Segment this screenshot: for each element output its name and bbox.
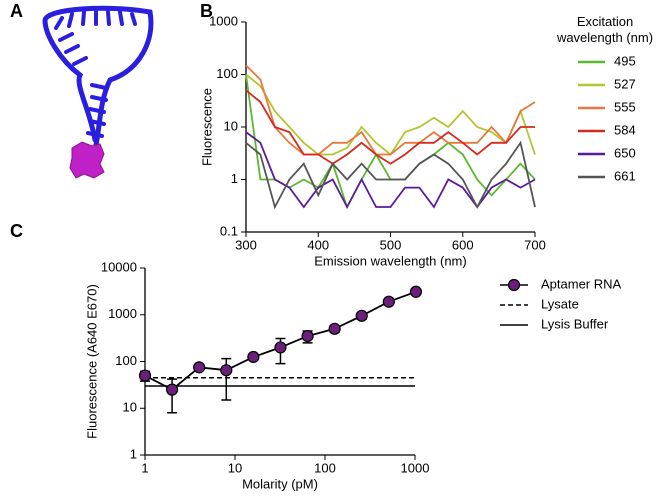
x-tick-label: 400	[307, 237, 329, 252]
x-tick-label: 1	[141, 460, 148, 475]
series-line	[245, 89, 535, 165]
panel-label: B	[200, 1, 213, 21]
legend-label: Aptamer RNA	[541, 276, 622, 291]
data-point	[165, 383, 179, 396]
legend-label: 650	[614, 145, 636, 160]
legend-title: Excitation wavelength (nm)	[556, 14, 654, 45]
y-axis-label: Fluorescence (A640 E670)	[84, 284, 99, 439]
legend-label: 584	[614, 122, 636, 137]
x-tick-label: 100	[314, 460, 336, 475]
legend-title-box: Excitation wavelength (nm)	[556, 14, 654, 45]
data-point	[355, 309, 368, 322]
rna-backbone	[42, 5, 154, 148]
legend-label: Lysate	[541, 296, 579, 311]
y-tick-label: 10	[123, 400, 137, 415]
base-pairs	[54, 10, 137, 138]
y-tick-label: 0.1	[220, 223, 238, 238]
data-point	[220, 364, 233, 377]
x-tick-label: 300	[235, 237, 257, 252]
x-tick-label: 10	[228, 460, 242, 475]
series-line	[245, 140, 536, 210]
legend-marker	[507, 278, 521, 292]
data-point	[138, 369, 152, 382]
data-point	[328, 322, 341, 335]
y-tick-label: 100	[115, 353, 137, 368]
data-point	[247, 350, 260, 364]
panel-label: A	[10, 1, 23, 21]
y-tick-label: 1	[130, 446, 137, 461]
legend-label: 495	[614, 53, 636, 68]
x-axis-label: Molarity (pM)	[242, 476, 318, 491]
legend-label: 555	[614, 99, 636, 114]
data-point	[193, 361, 206, 374]
aptamer-diagram	[42, 5, 154, 148]
data-point	[382, 295, 395, 308]
fluorophore	[69, 141, 105, 179]
x-tick-label: 600	[452, 237, 474, 252]
y-tick-label: 10	[224, 118, 238, 133]
panel-label: C	[10, 221, 23, 241]
y-axis-label: Fluorescence	[199, 88, 214, 166]
y-tick-label: 10000	[101, 259, 137, 274]
legend-label: Lysis Buffer	[541, 316, 609, 331]
y-tick-label: 1000	[108, 306, 137, 321]
legend-label: 527	[614, 76, 636, 91]
series-line	[245, 131, 536, 209]
x-axis-label: Emission wavelength (nm)	[314, 253, 466, 268]
x-tick-label: 1000	[401, 460, 430, 475]
y-tick-label: 1	[231, 171, 238, 186]
data-point	[409, 285, 423, 298]
y-tick-label: 100	[216, 66, 238, 81]
x-tick-label: 700	[524, 237, 546, 252]
data-point	[274, 341, 287, 354]
x-tick-label: 500	[380, 237, 402, 252]
data-point	[301, 329, 314, 343]
series-line	[245, 64, 536, 156]
legend-label: 661	[614, 168, 636, 183]
y-tick-label: 1000	[209, 13, 238, 28]
